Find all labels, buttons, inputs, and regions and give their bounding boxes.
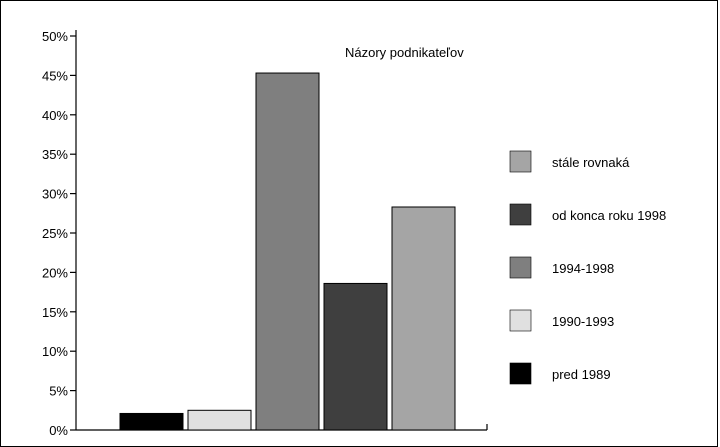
legend-label-pred-1989: pred 1989 [552, 367, 611, 382]
legend-label-1990-1993: 1990-1993 [552, 314, 614, 329]
legend-swatch-pred-1989 [510, 363, 531, 384]
bar-st-le-rovnak- [392, 207, 455, 430]
y-tick-label: 25% [42, 226, 68, 241]
legend-label-1994-1998: 1994-1998 [552, 261, 614, 276]
bar-1994-1998 [256, 73, 319, 430]
bar-1990-1993 [188, 410, 251, 430]
legend-label-st-le-rovnak-: stále rovnaká [552, 155, 630, 170]
y-tick-label: 35% [42, 147, 68, 162]
legend-label-od-konca-roku-1998: od konca roku 1998 [552, 208, 666, 223]
legend-swatch-1994-1998 [510, 257, 531, 278]
bars [120, 73, 455, 430]
y-tick-label: 15% [42, 305, 68, 320]
bar-od-konca-roku-1998 [324, 283, 387, 430]
y-tick-label: 40% [42, 108, 68, 123]
y-tick-label: 10% [42, 344, 68, 359]
bar-pred-1989 [120, 413, 183, 430]
legend-swatch-1990-1993 [510, 310, 531, 331]
legend-swatch-st-le-rovnak- [510, 151, 531, 172]
y-tick-label: 20% [42, 265, 68, 280]
chart-title: Názory podnikateľov [345, 45, 464, 60]
y-axis: 0% 5% 10% 15% 20% 25% 30% 35% 40% 45% 50% [42, 29, 76, 438]
y-tick-label: 30% [42, 187, 68, 202]
y-tick-label: 50% [42, 29, 68, 44]
legend-swatch-od-konca-roku-1998 [510, 204, 531, 225]
y-tick-label: 0% [49, 423, 68, 438]
y-tick-label: 45% [42, 68, 68, 83]
y-tick-label: 5% [49, 384, 68, 399]
legend: stále rovnaká od konca roku 1998 1994-1998… [510, 151, 666, 384]
